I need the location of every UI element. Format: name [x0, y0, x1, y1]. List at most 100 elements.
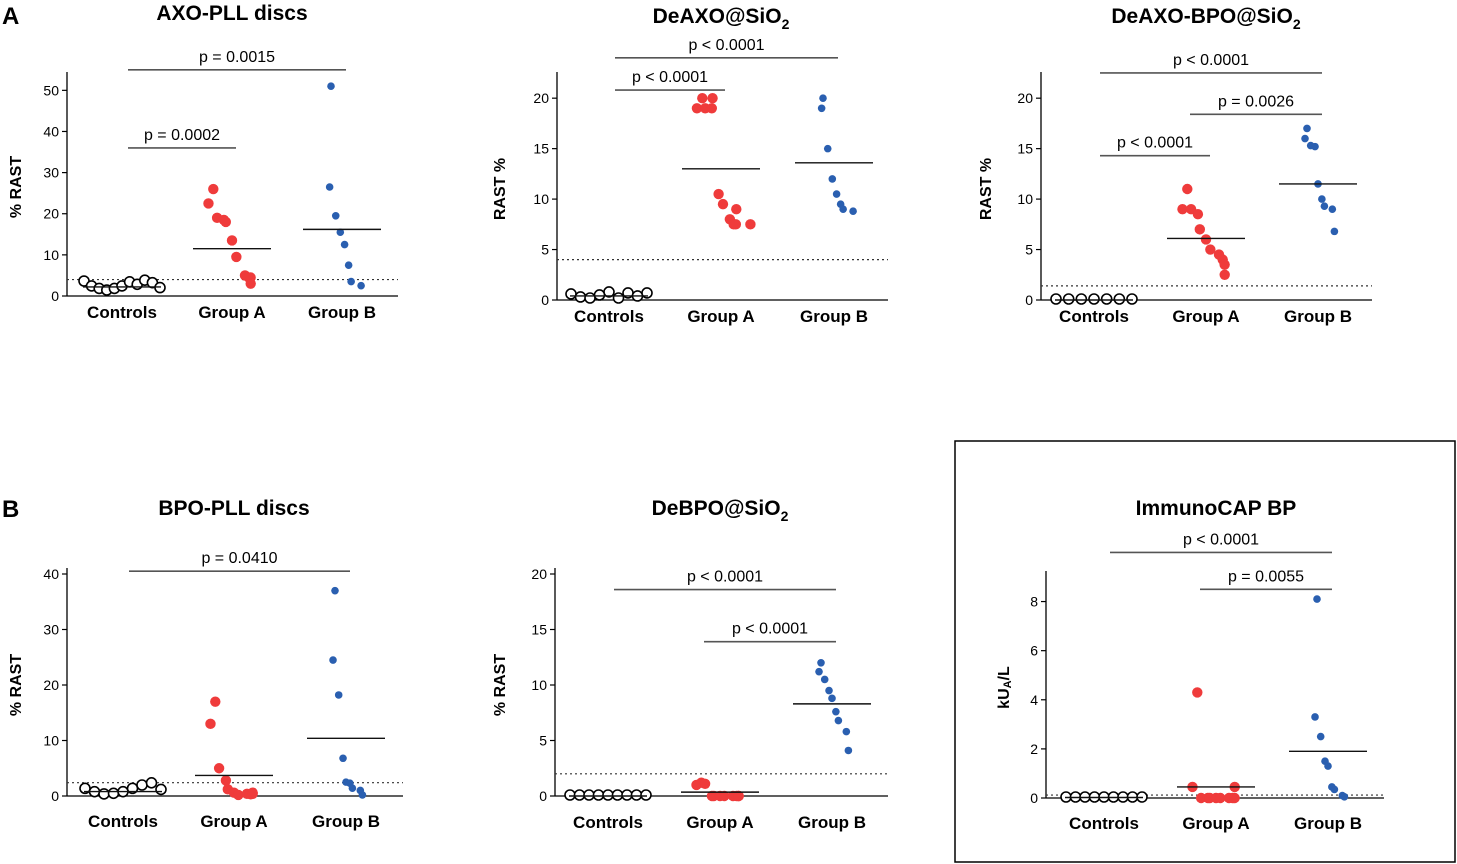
- point-controls: [1126, 293, 1138, 305]
- point-controls: [155, 783, 167, 796]
- point-group-a: [745, 219, 756, 230]
- point-group-a: [733, 790, 744, 802]
- point-group-a: [707, 92, 718, 104]
- point-group-b: [817, 104, 826, 113]
- point-group-a: [713, 188, 724, 200]
- point-controls: [583, 789, 595, 801]
- y-tick-label: 10: [533, 191, 549, 207]
- p-value-label: p < 0.0001: [632, 69, 708, 86]
- point-controls: [630, 789, 643, 801]
- point-group-b: [1330, 785, 1339, 794]
- point-group-a: [719, 790, 730, 802]
- point-group-a: [717, 198, 729, 210]
- y-tick-label: 0: [1030, 790, 1038, 806]
- point-group-a: [1219, 269, 1230, 280]
- p-value-label: p = 0.0055: [1228, 568, 1304, 585]
- category-label: Group A: [1172, 307, 1239, 326]
- y-axis-label: % RAST: [8, 654, 25, 716]
- point-group-a: [699, 778, 711, 789]
- point-group-b: [358, 791, 367, 799]
- point-group-b: [1340, 792, 1349, 801]
- y-axis-label: kUA/L: [996, 666, 1015, 709]
- point-controls: [593, 289, 606, 301]
- point-controls: [1088, 293, 1100, 305]
- panel-label-a: A: [2, 3, 19, 30]
- point-group-a: [245, 278, 256, 289]
- category-label: Controls: [88, 812, 158, 831]
- chart-title: DeAXO-BPO@SiO2: [1111, 5, 1301, 32]
- category-label: Group B: [798, 813, 866, 832]
- point-group-b: [1318, 195, 1326, 203]
- point-group-b: [1303, 124, 1311, 133]
- y-tick-label: 50: [43, 82, 59, 98]
- point-group-a: [1215, 792, 1226, 804]
- y-tick-label: 40: [43, 566, 59, 582]
- y-tick-label: 5: [1025, 242, 1033, 258]
- point-group-a: [691, 779, 702, 791]
- chart-deaxo-bpo-sio2: DeAXO-BPO@SiO2 0 5 10 15 20 RAST % Controls Grou…: [978, 5, 1372, 326]
- p-value-label: p = 0.0015: [199, 49, 275, 66]
- point-group-a: [1194, 224, 1206, 235]
- point-group-b: [334, 691, 343, 699]
- point-group-b: [844, 746, 853, 755]
- chart-title: ImmunoCAP BP: [1136, 497, 1297, 520]
- point-group-b: [817, 659, 825, 667]
- y-tick-label: 10: [531, 677, 547, 693]
- point-group-b: [1313, 595, 1321, 603]
- category-label: Controls: [573, 813, 643, 832]
- point-group-a: [210, 696, 221, 707]
- y-tick-label: 10: [1017, 191, 1033, 207]
- point-group-b: [344, 261, 353, 269]
- y-tick-label: 15: [1017, 141, 1033, 157]
- point-group-b: [1330, 227, 1339, 236]
- chart-bpo-pll: BPO-PLL discs 0 10 20 30 40 % RAST Controls Grou…: [8, 497, 403, 831]
- y-tick-label: 6: [1030, 643, 1038, 659]
- point-controls: [584, 292, 596, 304]
- point-group-b: [828, 175, 837, 183]
- point-group-a: [1200, 234, 1212, 245]
- y-tick-label: 20: [533, 90, 549, 106]
- point-group-a: [247, 788, 258, 799]
- y-tick-label: 0: [541, 292, 549, 308]
- chart-title: BPO-PLL discs: [158, 497, 309, 520]
- y-tick-label: 20: [43, 677, 59, 693]
- chart-immunocap-bp: ImmunoCAP BP 0 2 4 6 8 kUA/L Controls Group A Gro…: [996, 497, 1384, 833]
- p-value-label: p = 0.0002: [144, 127, 220, 144]
- point-group-a: [1219, 259, 1230, 270]
- p-value-label: p < 0.0001: [1173, 52, 1249, 69]
- point-controls: [136, 779, 148, 791]
- category-label: Group B: [800, 307, 868, 326]
- y-tick-label: 40: [43, 123, 59, 139]
- point-controls: [573, 789, 586, 801]
- point-group-b: [339, 754, 347, 763]
- point-group-b: [832, 190, 841, 198]
- p-value-label: p < 0.0001: [687, 569, 763, 586]
- category-label: Group A: [200, 812, 267, 831]
- point-group-a: [226, 235, 238, 246]
- point-group-a: [231, 251, 242, 263]
- point-controls: [1075, 293, 1088, 305]
- y-axis-label: % RAST: [492, 654, 509, 716]
- point-group-a: [706, 103, 718, 114]
- point-controls: [1100, 293, 1113, 305]
- point-controls: [565, 288, 577, 300]
- point-group-b: [842, 727, 851, 736]
- point-group-b: [347, 277, 355, 286]
- point-group-b: [1311, 713, 1319, 721]
- point-group-a: [730, 219, 742, 230]
- category-label: Group B: [1284, 307, 1352, 326]
- point-group-a: [1229, 792, 1240, 804]
- point-controls: [107, 787, 120, 800]
- point-controls: [602, 789, 614, 801]
- point-group-b: [834, 716, 843, 725]
- point-controls: [592, 789, 605, 801]
- category-label: Group A: [198, 303, 265, 322]
- point-group-b: [327, 82, 335, 91]
- point-controls: [564, 789, 576, 801]
- category-label: Group A: [686, 813, 753, 832]
- category-label: Controls: [87, 303, 157, 322]
- chart-debpo-sio2: DeBPO@SiO2 0 5 10 15 20 % RAST Controls Group A G…: [492, 497, 888, 832]
- category-label: Controls: [1059, 307, 1129, 326]
- chart-title: AXO-PLL discs: [156, 2, 307, 25]
